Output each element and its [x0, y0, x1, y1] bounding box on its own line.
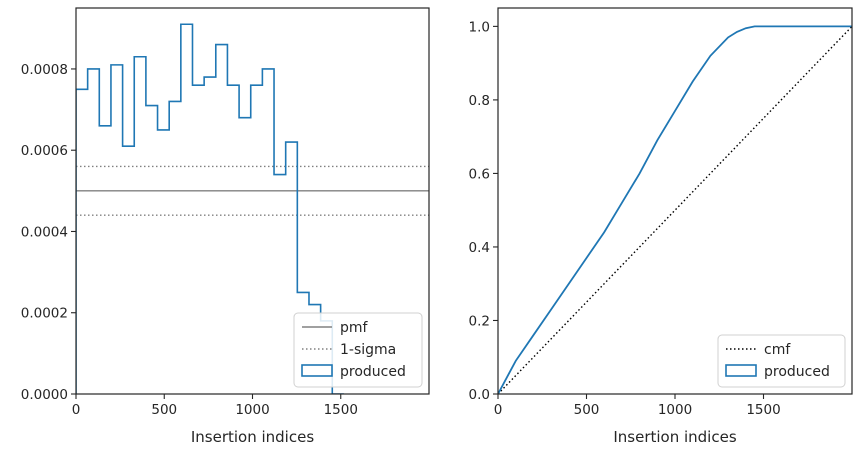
y-tick-label: 0.2: [469, 313, 490, 329]
cmf-series-line: [498, 25, 852, 394]
legend-handle-produced: [725, 364, 757, 377]
y-tick-label: 0.0000: [21, 387, 68, 403]
legend-handle-produced: [301, 364, 333, 377]
left-plot-panel: 0 500 1000 1500 0.0000 0.0002 0.0004 0.0006 0.00…: [21, 7, 430, 446]
y-tick-label: 1.0: [469, 19, 490, 35]
produced-series-line: [498, 25, 852, 394]
y-tick-label: 0.0008: [21, 62, 68, 78]
x-axis-label: Insertion indices: [191, 428, 314, 446]
y-tick-label: 0.4: [469, 240, 490, 256]
plot-data-layer: [498, 25, 852, 394]
y-tick-label: 0.0004: [21, 224, 68, 240]
produced-step-series: [76, 23, 344, 394]
x-axis-label: Insertion indices: [613, 428, 736, 446]
x-tick-label: 0: [494, 402, 503, 418]
legend: cmf produced: [717, 334, 846, 388]
legend-label: pmf: [340, 320, 369, 336]
y-tick-label: 0.0002: [21, 306, 68, 322]
legend-label: cmf: [764, 342, 791, 358]
legend: pmf 1-sigma produced: [293, 312, 423, 388]
y-tick-label: 0.6: [469, 166, 490, 182]
x-tick-label: 1500: [324, 402, 358, 418]
legend-label: 1-sigma: [340, 342, 396, 358]
legend-label: produced: [764, 364, 830, 380]
y-tick-label: 0.0006: [21, 143, 68, 159]
plot-data-layer: [76, 23, 429, 394]
x-tick-label: 1500: [746, 402, 780, 418]
x-tick-label: 500: [574, 402, 600, 418]
y-tick-label: 0.0: [469, 387, 490, 403]
legend-box: [293, 312, 423, 388]
x-tick-label: 1000: [658, 402, 692, 418]
x-tick-label: 1000: [235, 402, 269, 418]
y-tick-label: 0.8: [469, 93, 490, 109]
x-tick-label: 500: [151, 402, 177, 418]
right-plot-panel: 0 500 1000 1500 0.0 0.2 0.4 0.6 0.8 1.0 Insertion …: [469, 7, 853, 446]
legend-label: produced: [340, 364, 406, 380]
legend-box: [717, 334, 846, 388]
x-tick-label: 0: [72, 402, 81, 418]
